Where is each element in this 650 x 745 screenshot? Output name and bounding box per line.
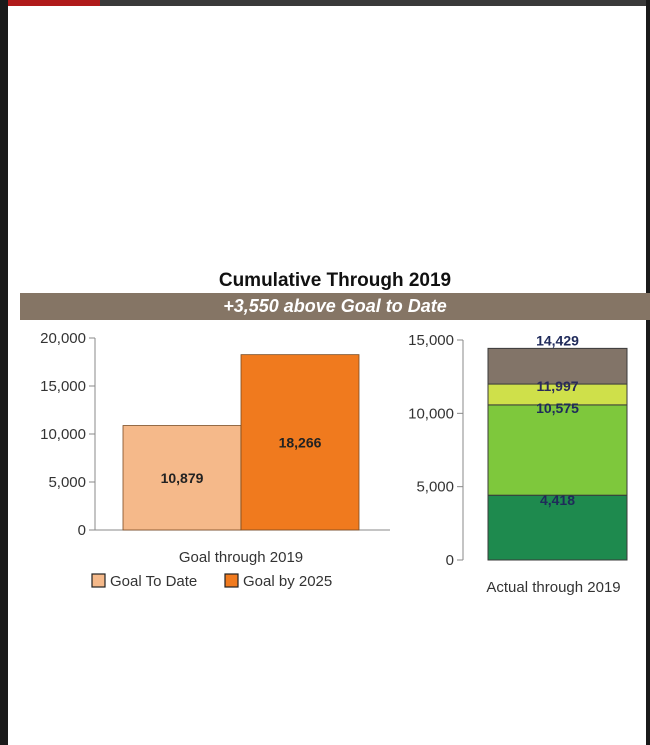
legend-label: Goal by 2025: [243, 573, 332, 590]
y-tick-label: 15,000: [408, 332, 454, 349]
y-tick-label: 5,000: [48, 474, 86, 491]
data-label: 10,879: [161, 470, 204, 486]
segment-value-label: 4,418: [540, 492, 575, 508]
segment-value-label: 14,429: [536, 332, 579, 348]
window-accent-stripe: [0, 0, 100, 6]
legend-swatch: [225, 574, 238, 587]
legend-label: Goal To Date: [110, 573, 197, 590]
chart-title: Cumulative Through 2019: [20, 270, 650, 292]
segment-value-label: 11,997: [536, 378, 578, 394]
y-tick-label: 10,000: [408, 405, 454, 422]
x-axis-category-label: Goal through 2019: [179, 549, 303, 566]
stack-segment: [488, 405, 627, 495]
y-tick-label: 5,000: [416, 479, 454, 496]
window-right-border: [646, 0, 650, 745]
y-tick-label: 10,000: [40, 426, 86, 443]
y-tick-label: 0: [446, 552, 454, 569]
data-label: 18,266: [279, 434, 322, 450]
actual-stacked-chart: 0 5,000 10,000 15,000 4,418 10,575 11,997 14,42…: [400, 320, 646, 610]
x-axis-category-label: Actual through 2019: [486, 579, 620, 596]
goal-bar-chart: 0 5,000 10,000 15,000 20,000 10,879 18,266 Goal…: [0, 320, 400, 610]
chart-subtitle-banner: +3,550 above Goal to Date: [20, 293, 650, 320]
legend-swatch: [92, 574, 105, 587]
segment-value-label: 10,575: [536, 400, 579, 416]
y-tick-label: 0: [78, 522, 86, 539]
y-tick-label: 15,000: [40, 378, 86, 395]
y-tick-label: 20,000: [40, 330, 86, 347]
